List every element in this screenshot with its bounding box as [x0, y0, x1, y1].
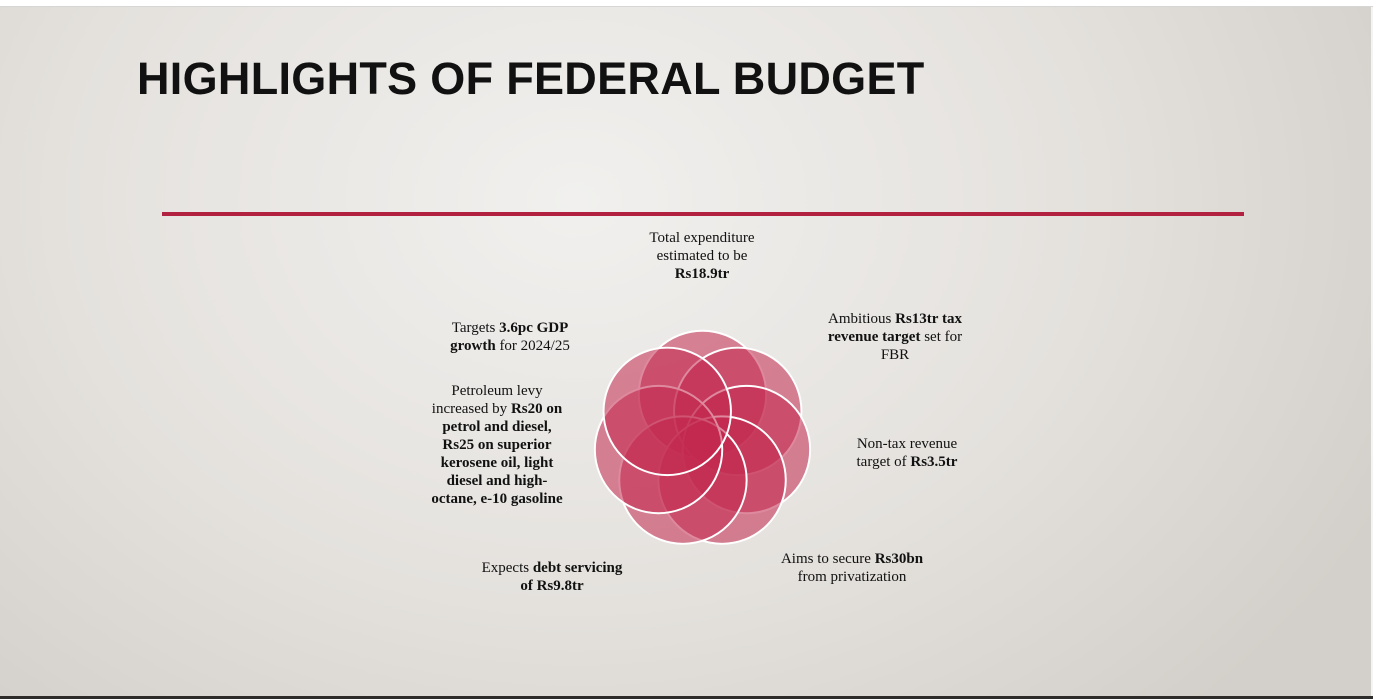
slide: HIGHLIGHTS OF FEDERAL BUDGET Total expen… — [0, 7, 1371, 696]
tax-revenue-text-run-1: Rs13tr tax revenue target — [827, 311, 962, 345]
slide-title: HIGHLIGHTS OF FEDERAL BUDGET — [137, 53, 925, 104]
debt-servicing-text-run-0: Expects — [481, 560, 533, 576]
gdp-growth-text-run-1: 3.6pc GDP growth — [450, 320, 569, 354]
label-total-expenditure: Total expenditure estimated to be Rs18.9… — [637, 229, 767, 283]
window-top-bar — [0, 0, 1373, 7]
privatization-text-run-2: from privatization — [797, 569, 907, 585]
total-expenditure-text-run-1: Rs18.9tr — [674, 266, 730, 282]
petroleum-levy-text-run-0: Petroleum levy increased by — [431, 383, 543, 417]
non-tax-revenue-text-run-1: Rs3.5tr — [910, 454, 958, 470]
tax-revenue-text-run-2: set for FBR — [880, 329, 963, 363]
gdp-growth-text-run-2: for 2024/25 — [495, 338, 570, 354]
label-debt-servicing: Expects debt servicing of Rs9.8tr — [474, 559, 630, 595]
title-divider — [162, 212, 1244, 216]
label-petroleum-levy: Petroleum levy increased by Rs20 on petr… — [425, 382, 569, 508]
privatization-text-run-1: Rs30bn — [874, 551, 924, 567]
non-tax-revenue-text-run-0: Non-tax revenue target of — [856, 436, 958, 470]
petroleum-levy-text-run-3: Rs25 on superior kerosene oil, light die… — [431, 437, 563, 507]
label-privatization: Aims to secure Rs30bn from privatization — [774, 550, 930, 586]
label-non-tax-revenue: Non-tax revenue target of Rs3.5tr — [842, 435, 972, 471]
window-bottom-bar — [0, 696, 1373, 699]
total-expenditure-text-run-0: Total expenditure estimated to be — [649, 230, 755, 264]
petal-cluster-diagram — [593, 329, 812, 545]
divider-bar — [162, 212, 1244, 216]
label-gdp-growth: Targets 3.6pc GDP growth for 2024/25 — [434, 319, 586, 355]
gdp-growth-text-run-0: Targets — [451, 320, 500, 336]
window-right-edge — [1371, 7, 1373, 699]
tax-revenue-text-run-0: Ambitious — [828, 311, 896, 327]
petroleum-levy-text-run-1: Rs20 on petrol and diesel, — [442, 401, 563, 435]
privatization-text-run-0: Aims to secure — [780, 551, 875, 567]
debt-servicing-text-run-1: debt servicing of Rs9.8tr — [520, 560, 623, 594]
petal-circle-7 — [602, 346, 732, 477]
label-tax-revenue: Ambitious Rs13tr tax revenue target set … — [826, 310, 964, 364]
